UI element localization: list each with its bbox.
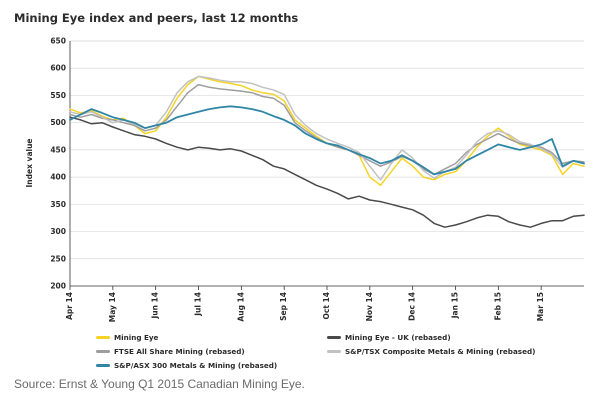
legend-swatch [96,349,110,353]
y-tick-label: 350 [50,200,66,209]
y-tick-label: 650 [50,37,66,46]
x-tick-label: May 14 [108,292,117,322]
legend-item-mining-eye-uk: Mining Eye - UK (rebased) [327,331,451,343]
x-tick-label: Feb 15 [493,292,502,320]
y-tick-label: 200 [50,282,66,291]
y-tick-label: 600 [50,64,66,73]
series-line-mining-eye-uk-rebased [69,116,585,228]
x-tick-label: Nov 14 [365,292,374,321]
legend-item-ftse: FTSE All Share Mining (rebased) [96,345,245,357]
source-note: Source: Ernst & Young Q1 2015 Canadian M… [14,377,305,391]
gridlines [70,40,584,260]
series-lines [69,75,585,228]
y-tick-label: 550 [50,91,66,100]
legend-label: S&P/ASX 300 Metals & Mining (rebased) [114,360,278,370]
y-tick-label: 250 [50,254,66,263]
legend-label: Mining Eye [114,332,159,342]
series-line-s-p-asx-300-metals-mining-rebased [69,105,585,176]
y-tick-label: 400 [50,173,66,182]
legend-label: Mining Eye - UK (rebased) [345,332,451,342]
x-tick-label: Mar 15 [536,292,545,321]
x-tick-label: Sep 14 [279,292,288,321]
x-tick-label: Oct 14 [322,292,331,319]
axes: 200 250 300 350 400 450 500 550 600 650 Apr 14 May … [50,37,584,322]
chart-title: Mining Eye index and peers, last 12 mont… [14,11,299,25]
y-axis-label: Index value [25,139,34,188]
legend-swatch [96,335,110,339]
legend-label: S&P/TSX Composite Metals & Mining (rebas… [345,346,536,356]
y-tick-label: 300 [50,227,66,236]
y-tick-label: 450 [50,145,66,154]
x-tick-label: Aug 14 [236,292,245,322]
legend-swatch [327,349,341,353]
legend-swatch [96,363,110,367]
legend-item-sp-tsx: S&P/TSX Composite Metals & Mining (rebas… [327,345,535,357]
x-tick-label: Jul 14 [194,292,203,317]
legend-swatch [327,335,341,339]
x-tick-label: Apr 14 [65,292,74,320]
y-tick-label: 500 [50,118,66,127]
x-tick-label: Jun 14 [151,292,160,320]
x-tick-label: Dec 14 [408,292,417,321]
series-line-ftse-all-share-mining-rebased [69,83,585,176]
legend-item-mining-eye: Mining Eye [96,331,158,343]
legend-item-sp-asx: S&P/ASX 300 Metals & Mining (rebased) [96,359,277,371]
legend-label: FTSE All Share Mining (rebased) [114,346,245,356]
x-tick-label: Jan 15 [451,292,460,319]
